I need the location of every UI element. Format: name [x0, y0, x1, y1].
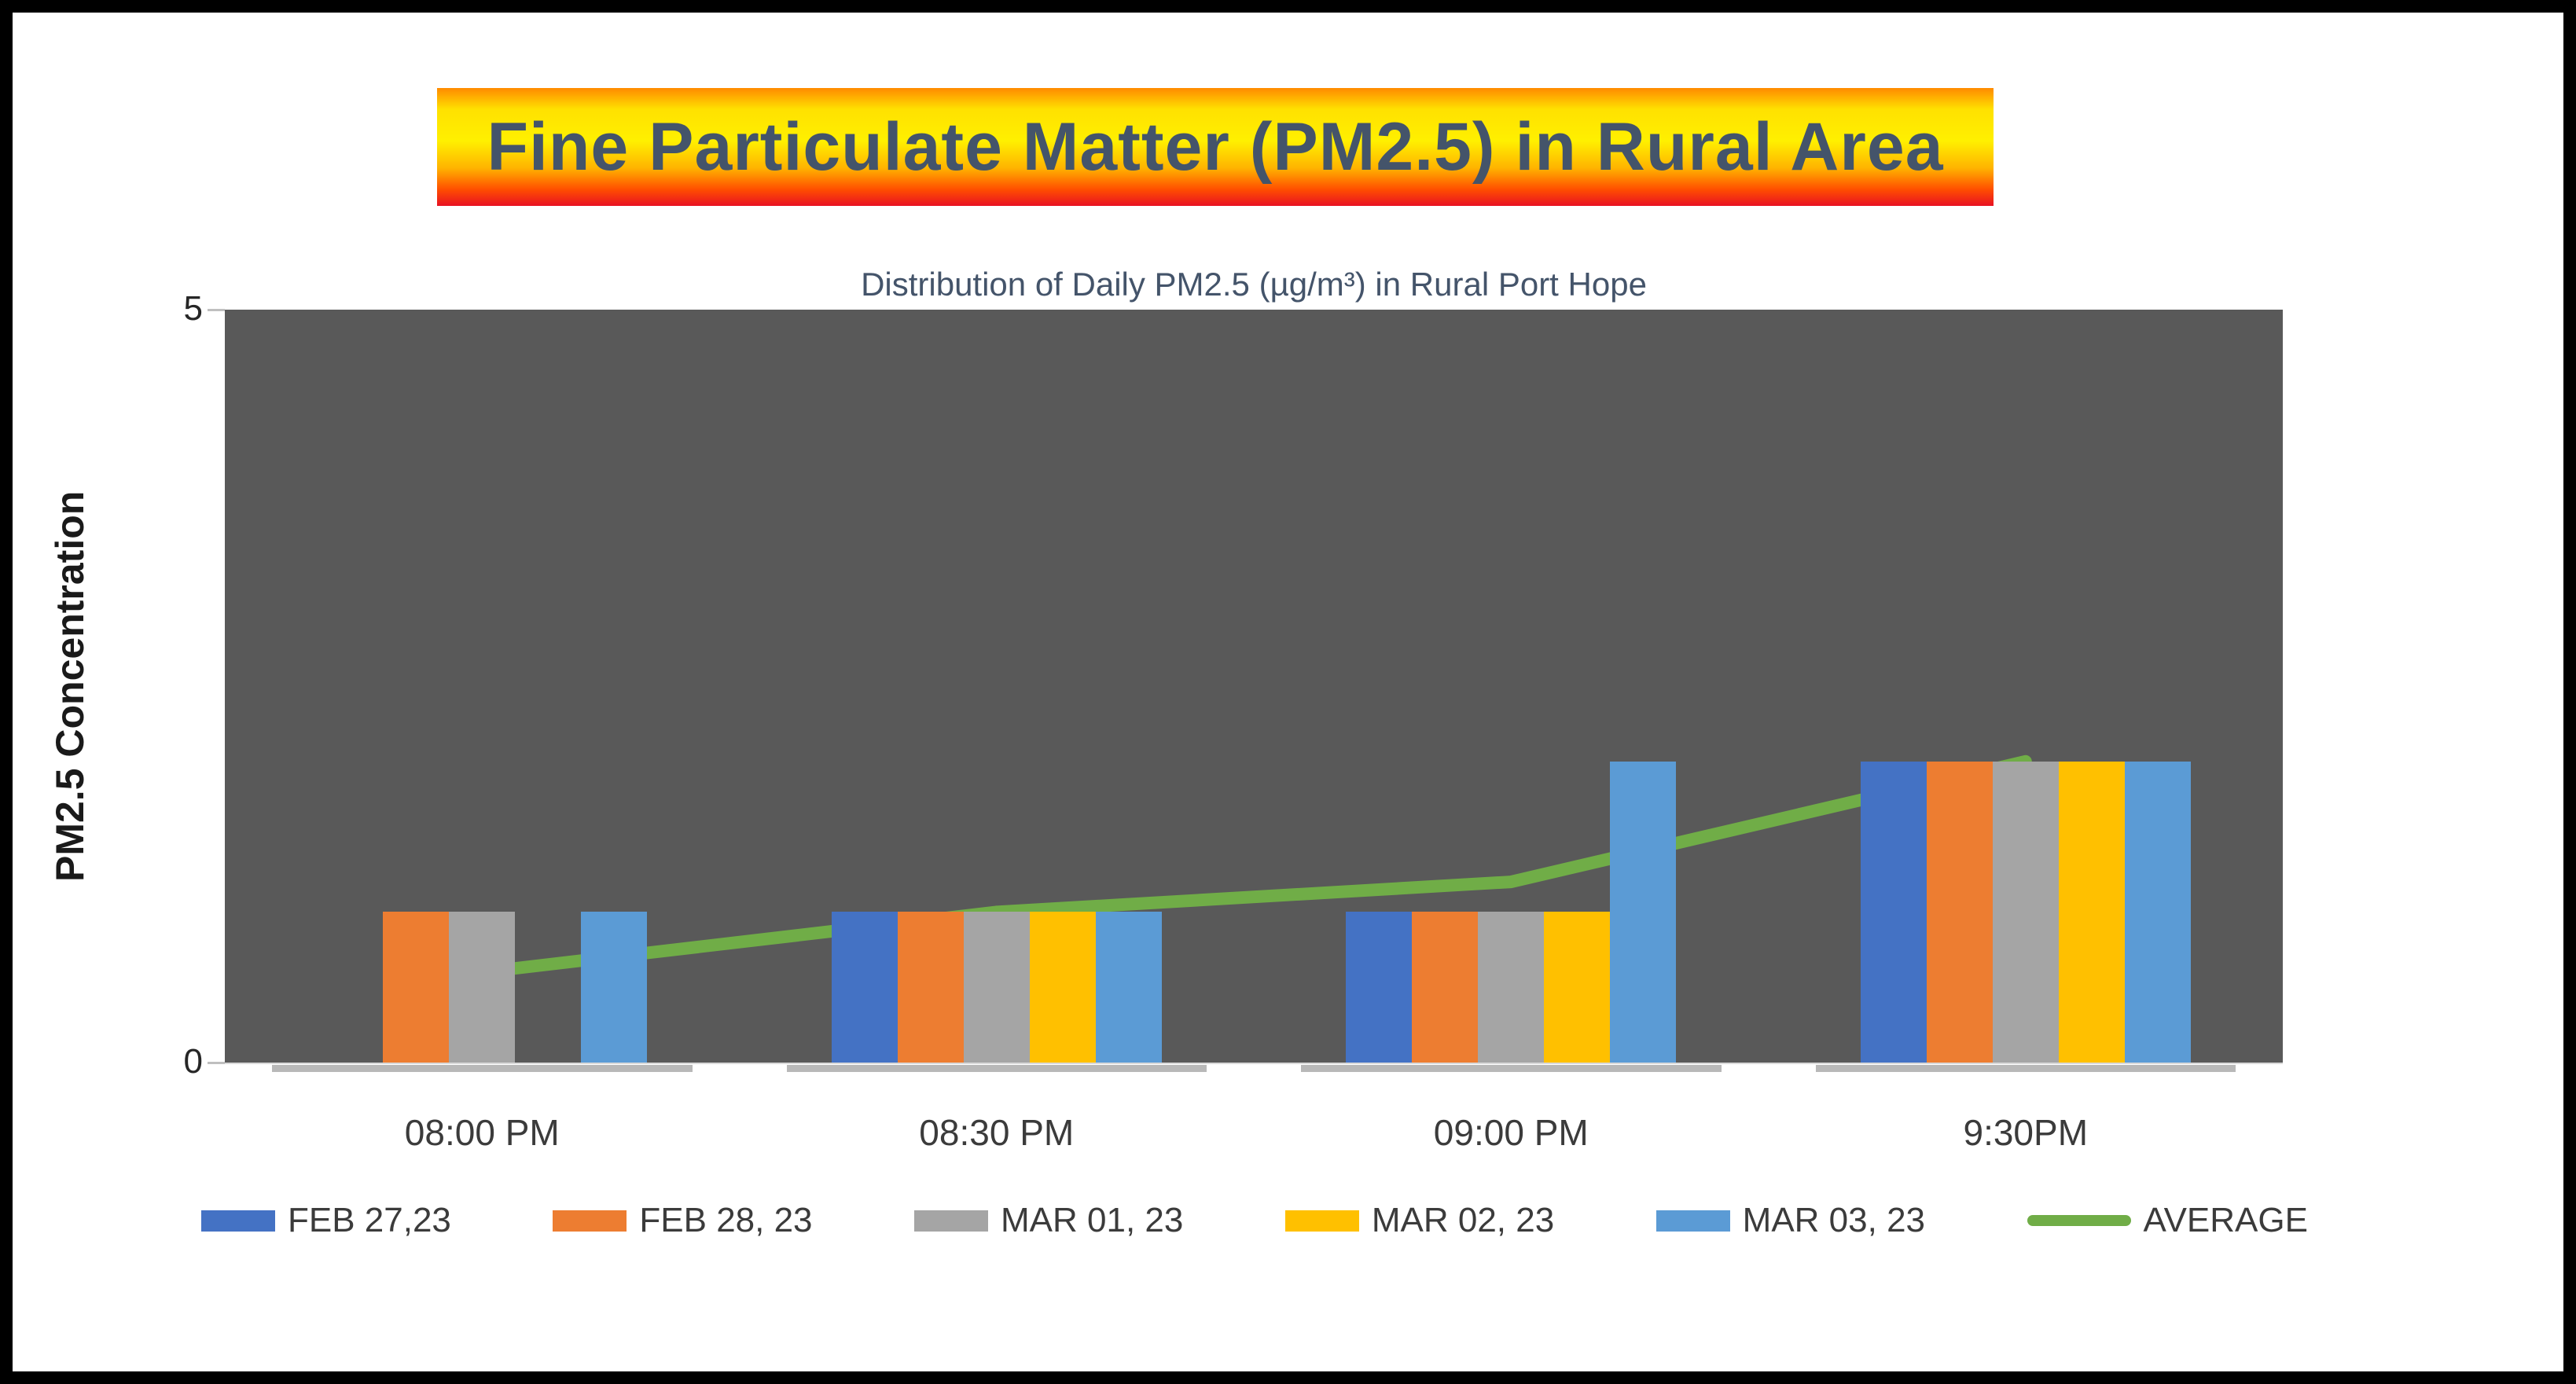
legend-item-mar-03-23: MAR 03, 23 — [1655, 1201, 1926, 1240]
x-label-08-30-pm: 08:30 PM — [919, 1112, 1075, 1153]
legend-swatch-feb-28-23 — [553, 1210, 627, 1232]
bar-feb-27-23-08-30-pm — [831, 912, 898, 1063]
bar-feb-28-23-09-00-pm — [1412, 912, 1479, 1063]
bar-mar-02-23-09-00-pm — [1544, 912, 1611, 1063]
bar-mar-01-23-08-30-pm — [963, 912, 1030, 1063]
bar-mar-02-23-9-30pm — [2058, 761, 2125, 1063]
bar-mar-02-23-08-30-pm — [1029, 912, 1096, 1063]
y-axis-title: PM2.5 Concentration — [48, 490, 92, 882]
bar-mar-01-23-08-00-pm — [449, 912, 516, 1063]
legend-item-average: AVERAGE — [2027, 1201, 2308, 1240]
x-label-08-00-pm: 08:00 PM — [404, 1112, 560, 1153]
y-tick-label-5: 5 — [183, 289, 203, 328]
baseline-shadow-9-30pm — [1815, 1065, 2236, 1072]
bar-feb-28-23-08-30-pm — [897, 912, 964, 1063]
legend-item-mar-02-23: MAR 02, 23 — [1284, 1201, 1555, 1240]
legend-swatch-mar-02-23 — [1284, 1210, 1359, 1232]
bar-feb-27-23-09-00-pm — [1346, 912, 1413, 1063]
legend-swatch-mar-03-23 — [1655, 1210, 1730, 1232]
legend-swatch-mar-01-23 — [914, 1210, 989, 1232]
y-tick-mark-top — [208, 309, 225, 311]
baseline-shadows — [225, 1065, 2283, 1074]
legend: FEB 27,23 FEB 28, 23 MAR 01, 23 MAR 02, 23 M… — [201, 1201, 2308, 1240]
y-tick-label-0: 0 — [183, 1042, 203, 1081]
bar-mar-03-23-09-00-pm — [1610, 761, 1677, 1063]
x-axis-labels: 08:00 PM 08:30 PM 09:00 PM 9:30PM — [225, 1111, 2283, 1154]
x-axis-line — [225, 1063, 2283, 1064]
chart-title: Fine Particulate Matter (PM2.5) in Rural… — [487, 108, 1944, 185]
legend-label-mar-02-23: MAR 02, 23 — [1371, 1201, 1555, 1239]
bar-mar-01-23-9-30pm — [1992, 761, 2059, 1063]
legend-label-mar-03-23: MAR 03, 23 — [1742, 1201, 1926, 1239]
legend-swatch-feb-27-23 — [201, 1210, 275, 1232]
average-line — [476, 754, 2032, 979]
baseline-shadow-08-30-pm — [786, 1065, 1207, 1072]
legend-item-mar-01-23: MAR 01, 23 — [914, 1201, 1183, 1240]
x-label-9-30pm: 9:30PM — [1963, 1112, 2089, 1153]
legend-label-feb-28-23: FEB 28, 23 — [639, 1201, 813, 1239]
legend-item-feb-27-23: FEB 27,23 — [201, 1201, 451, 1240]
x-label-09-00-pm: 09:00 PM — [1433, 1112, 1589, 1153]
plot-area — [225, 310, 2283, 1063]
bar-feb-28-23-9-30pm — [1926, 761, 1993, 1063]
baseline-shadow-09-00-pm — [1301, 1065, 1722, 1072]
baseline-shadow-08-00-pm — [272, 1065, 693, 1072]
bar-feb-27-23-9-30pm — [1860, 761, 1927, 1063]
legend-swatch-average — [2027, 1215, 2131, 1226]
bar-mar-03-23-08-30-pm — [1095, 912, 1162, 1063]
legend-label-feb-27-23: FEB 27,23 — [288, 1201, 451, 1239]
legend-item-feb-28-23: FEB 28, 23 — [553, 1201, 813, 1240]
legend-label-mar-01-23: MAR 01, 23 — [1001, 1201, 1184, 1239]
title-banner: Fine Particulate Matter (PM2.5) in Rural… — [437, 88, 1994, 206]
y-tick-mark-bottom — [208, 1062, 225, 1064]
bar-feb-28-23-08-00-pm — [383, 912, 450, 1063]
bar-mar-03-23-9-30pm — [2124, 761, 2191, 1063]
legend-label-average: AVERAGE — [2143, 1201, 2308, 1239]
bar-mar-01-23-09-00-pm — [1478, 912, 1545, 1063]
bar-mar-03-23-08-00-pm — [581, 912, 648, 1063]
chart-subtitle: Distribution of Daily PM2.5 (µg/m³) in R… — [861, 266, 1647, 303]
